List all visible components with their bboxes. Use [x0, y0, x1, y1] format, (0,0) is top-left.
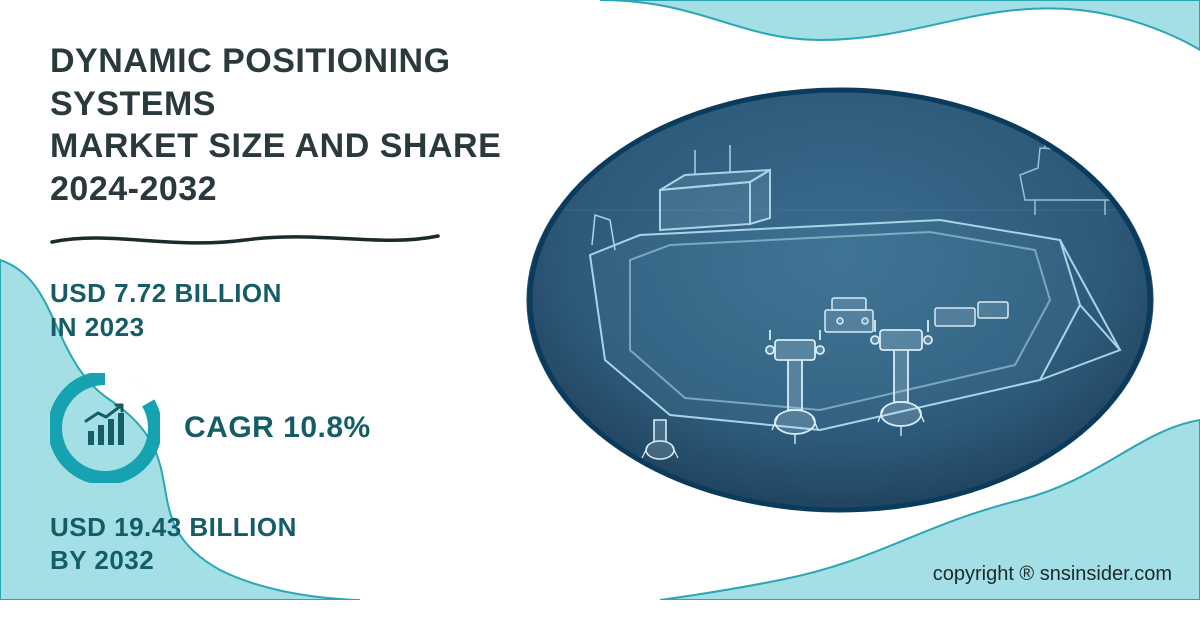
stat-2032-value: USD 19.43 Billion	[50, 512, 297, 542]
cagr-ring-icon	[50, 373, 160, 483]
growth-chart-icon	[86, 405, 124, 445]
ellipse-frame	[520, 80, 1160, 520]
cagr-row: CAGR 10.8%	[50, 373, 510, 483]
title-line-1: Dynamic Positioning Systems	[50, 42, 451, 123]
stat-2032: USD 19.43 Billion by 2032	[50, 511, 510, 579]
stat-2023-year: in 2023	[50, 312, 145, 342]
page-title: Dynamic Positioning Systems Market Size …	[50, 40, 510, 210]
text-content-panel: Dynamic Positioning Systems Market Size …	[0, 0, 560, 618]
cagr-text: CAGR 10.8%	[184, 411, 371, 445]
hero-ellipse	[520, 80, 1160, 520]
stat-2023: USD 7.72 Billion in 2023	[50, 277, 510, 345]
title-line-2: Market Size and Share	[50, 127, 501, 165]
wavy-divider	[50, 228, 440, 250]
stat-2023-value: USD 7.72 Billion	[50, 278, 282, 308]
title-line-3: 2024-2032	[50, 170, 217, 208]
copyright-text: copyright ® snsinsider.com	[933, 563, 1172, 586]
stat-2032-year: by 2032	[50, 545, 154, 575]
